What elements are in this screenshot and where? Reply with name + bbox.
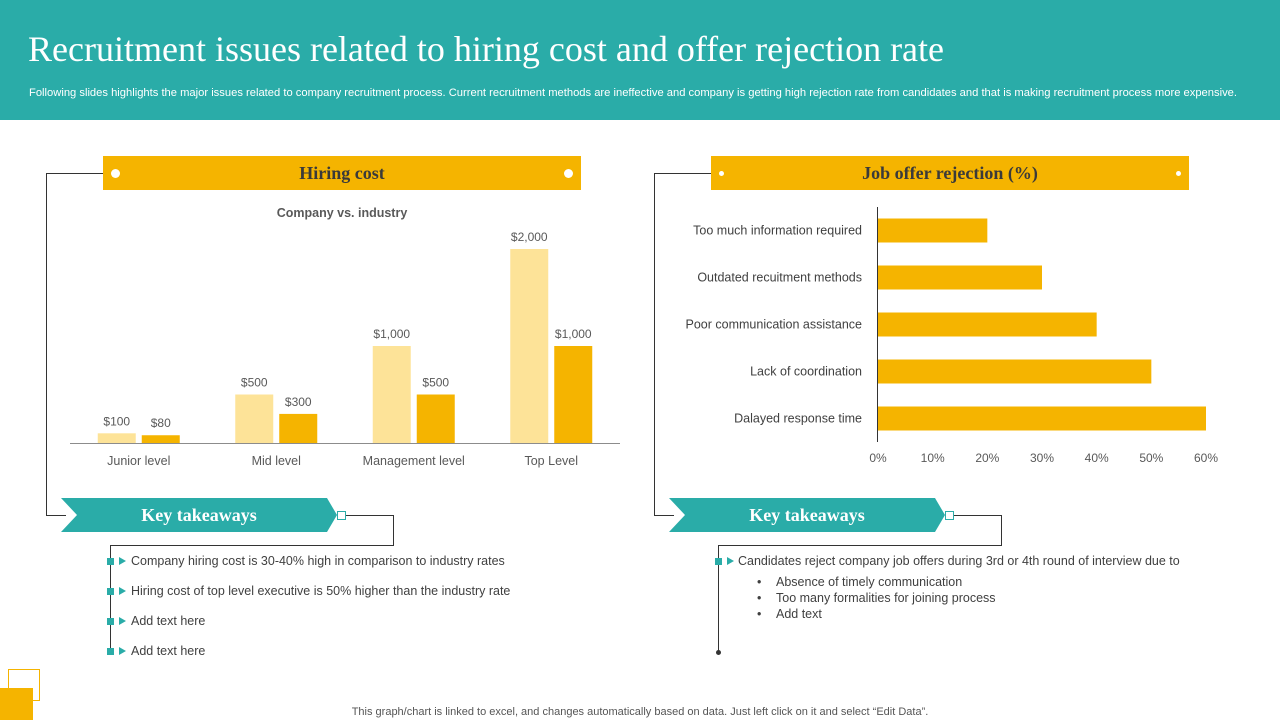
right-key-takeaways-shape bbox=[669, 498, 945, 532]
right-sub-bullet: Absence of timely communication bbox=[776, 575, 963, 589]
page-title: Recruitment issues related to hiring cos… bbox=[28, 29, 945, 69]
bar bbox=[279, 413, 318, 443]
left-bullet-marker bbox=[107, 648, 114, 655]
left-bullet-arrow bbox=[119, 557, 126, 565]
x-tick-label: 20% bbox=[975, 451, 999, 465]
right-kt-connector-h bbox=[952, 515, 1002, 516]
right-key-takeaways-banner: Key takeaways bbox=[669, 498, 945, 532]
bar-value-label: $1,000 bbox=[373, 327, 410, 341]
bar bbox=[372, 346, 411, 443]
bar bbox=[878, 359, 1152, 384]
hiring-cost-title: Hiring cost bbox=[299, 163, 385, 183]
job-offer-title: Job offer rejection (%) bbox=[862, 163, 1038, 183]
left-key-takeaways-shape bbox=[61, 498, 337, 532]
x-tick-label: 0% bbox=[869, 451, 887, 465]
hiring-cost-banner: Hiring cost bbox=[103, 156, 581, 190]
right-sub-bullet-dot: • bbox=[757, 607, 762, 621]
page-subtitle: Following slides highlights the major is… bbox=[29, 87, 1238, 99]
left-connector-top bbox=[46, 173, 103, 174]
chart-title: Company vs. industry bbox=[277, 206, 408, 220]
right-bullet-arrow bbox=[727, 557, 734, 565]
bar bbox=[878, 312, 1097, 337]
bar-value-label: $500 bbox=[422, 376, 449, 390]
footer-note: This graph/chart is linked to excel, and… bbox=[351, 706, 929, 718]
left-connector-vertical bbox=[46, 173, 47, 516]
left-key-takeaways-banner: Key takeaways bbox=[61, 498, 337, 532]
bar bbox=[878, 265, 1042, 290]
bar-value-label: $500 bbox=[241, 376, 268, 390]
right-sub-bullet: Too many formalities for joining process bbox=[776, 591, 996, 605]
bar bbox=[878, 218, 988, 243]
bar bbox=[554, 346, 593, 443]
corner-square-filled bbox=[0, 688, 33, 720]
bar-value-label: $80 bbox=[151, 416, 171, 430]
left-connector-bottom bbox=[46, 515, 66, 516]
x-tick-label: Management level bbox=[363, 454, 465, 468]
y-category-label: Poor communication assistance bbox=[686, 318, 863, 332]
right-bullet-marker bbox=[715, 558, 722, 565]
x-tick-label: 40% bbox=[1085, 451, 1109, 465]
header-band: Recruitment issues related to hiring cos… bbox=[0, 0, 1280, 120]
left-kt-connector-h bbox=[344, 515, 394, 516]
left-bullet-marker bbox=[107, 588, 114, 595]
right-takeaway-main: Candidates reject company job offers dur… bbox=[738, 554, 1180, 568]
right-kt-connector-v bbox=[1001, 515, 1002, 546]
left-kt-connector-v bbox=[393, 515, 394, 546]
right-bullet-spine bbox=[718, 545, 719, 651]
right-sub-bullet-dot: • bbox=[757, 575, 762, 589]
right-kt-connector-h2 bbox=[718, 545, 1002, 546]
bar-value-label: $2,000 bbox=[511, 230, 548, 244]
x-tick-label: Top Level bbox=[524, 454, 578, 468]
left-kt-connector-h2 bbox=[110, 545, 394, 546]
banner-dot-left bbox=[719, 171, 724, 176]
x-tick-label: Mid level bbox=[252, 454, 301, 468]
job-offer-rejection-chart: Too much information required Outdated re… bbox=[686, 207, 1218, 465]
bar bbox=[235, 394, 274, 443]
left-takeaway-item: Add text here bbox=[131, 644, 206, 658]
left-bullet-arrow bbox=[119, 647, 126, 655]
right-connector-vertical bbox=[654, 173, 655, 516]
left-bullet-marker bbox=[107, 618, 114, 625]
x-tick-label: 30% bbox=[1030, 451, 1054, 465]
bar bbox=[510, 249, 549, 443]
right-sub-bullet-dot: • bbox=[757, 591, 762, 605]
right-kt-node bbox=[945, 511, 954, 520]
y-category-label: Dalayed response time bbox=[734, 412, 862, 426]
left-bullet-spine bbox=[110, 545, 111, 651]
left-key-takeaways-label: Key takeaways bbox=[141, 505, 257, 525]
banner-dot-left bbox=[111, 169, 120, 178]
banner-dot-right bbox=[1176, 171, 1181, 176]
left-bullet-arrow bbox=[119, 617, 126, 625]
bar-value-label: $1,000 bbox=[555, 327, 592, 341]
right-connector-bottom bbox=[654, 515, 674, 516]
bar bbox=[878, 406, 1206, 431]
x-tick-label: 60% bbox=[1194, 451, 1218, 465]
x-tick-label: 50% bbox=[1139, 451, 1163, 465]
left-takeaway-item: Company hiring cost is 30-40% high in co… bbox=[131, 554, 505, 568]
bar bbox=[416, 394, 455, 443]
bar-value-label: $100 bbox=[103, 414, 130, 428]
x-tick-label: 10% bbox=[921, 451, 945, 465]
left-takeaway-item: Hiring cost of top level executive is 50… bbox=[131, 584, 511, 598]
left-bullet-marker bbox=[107, 558, 114, 565]
left-bullet-arrow bbox=[119, 587, 126, 595]
hiring-cost-chart: Company vs. industry $100 $80 Junior level $… bbox=[70, 206, 620, 468]
left-takeaway-item: Add text here bbox=[131, 614, 206, 628]
right-key-takeaways-label: Key takeaways bbox=[749, 505, 865, 525]
banner-dot-right bbox=[564, 169, 573, 178]
y-category-label: Lack of coordination bbox=[750, 365, 862, 379]
right-sub-bullet: Add text bbox=[776, 607, 822, 621]
bar-value-label: $300 bbox=[285, 395, 312, 409]
y-category-label: Too much information required bbox=[693, 224, 862, 238]
bar bbox=[97, 433, 136, 443]
right-connector-top bbox=[654, 173, 711, 174]
y-category-label: Outdated recuitment methods bbox=[697, 271, 862, 285]
left-kt-node bbox=[337, 511, 346, 520]
right-spine-end-dot bbox=[716, 650, 721, 655]
x-tick-label: Junior level bbox=[107, 454, 170, 468]
bar bbox=[141, 435, 180, 443]
job-offer-banner: Job offer rejection (%) bbox=[711, 156, 1189, 190]
